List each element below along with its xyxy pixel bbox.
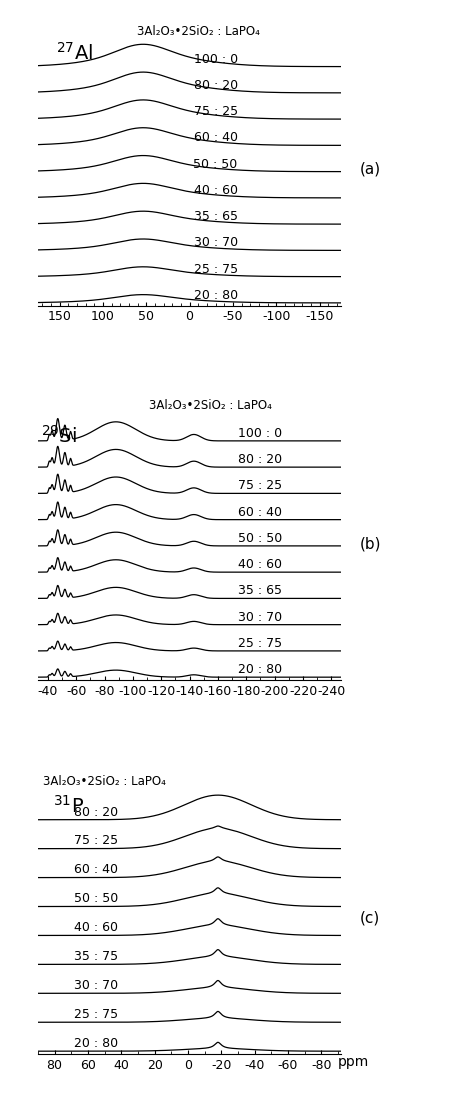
- Text: $^{31}$P: $^{31}$P: [53, 795, 84, 817]
- Text: $^{27}$Al: $^{27}$Al: [56, 42, 93, 64]
- Text: 60 : 40: 60 : 40: [74, 863, 118, 876]
- Text: 3Al₂O₃•2SiO₂ : LaPO₄: 3Al₂O₃•2SiO₂ : LaPO₄: [43, 775, 166, 788]
- Text: 75 : 25: 75 : 25: [238, 480, 283, 492]
- Text: 80 : 20: 80 : 20: [193, 79, 237, 92]
- Text: 75 : 25: 75 : 25: [193, 105, 237, 119]
- Text: 100 : 0: 100 : 0: [193, 53, 237, 66]
- Text: 80 : 20: 80 : 20: [74, 806, 118, 819]
- Text: 20 : 80: 20 : 80: [238, 663, 283, 676]
- Text: 25 : 75: 25 : 75: [193, 262, 237, 276]
- Text: 40 : 60: 40 : 60: [193, 183, 237, 197]
- Text: 3Al₂O₃•2SiO₂ : LaPO₄: 3Al₂O₃•2SiO₂ : LaPO₄: [137, 25, 260, 37]
- Text: 35 : 65: 35 : 65: [238, 584, 283, 597]
- Text: ppm: ppm: [338, 1055, 369, 1068]
- Text: 50 : 50: 50 : 50: [74, 893, 118, 906]
- Text: 40 : 60: 40 : 60: [238, 558, 283, 571]
- Text: 60 : 40: 60 : 40: [238, 505, 283, 518]
- Text: 30 : 70: 30 : 70: [193, 236, 237, 249]
- Text: 20 : 80: 20 : 80: [74, 1037, 118, 1050]
- Text: 25 : 75: 25 : 75: [238, 637, 283, 650]
- Text: 3Al₂O₃•2SiO₂ : LaPO₄: 3Al₂O₃•2SiO₂ : LaPO₄: [149, 399, 272, 412]
- Text: 40 : 60: 40 : 60: [74, 921, 118, 934]
- Text: 80 : 20: 80 : 20: [238, 453, 283, 466]
- Text: (a): (a): [359, 161, 381, 177]
- Text: 50 : 50: 50 : 50: [238, 531, 283, 545]
- Text: $^{29}$Si: $^{29}$Si: [41, 425, 77, 447]
- Text: (b): (b): [359, 536, 381, 551]
- Text: 100 : 0: 100 : 0: [238, 427, 283, 440]
- Text: 30 : 70: 30 : 70: [74, 979, 118, 993]
- Text: 20 : 80: 20 : 80: [193, 289, 237, 302]
- Text: (c): (c): [359, 910, 380, 926]
- Text: 30 : 70: 30 : 70: [238, 610, 283, 624]
- Text: 60 : 40: 60 : 40: [193, 132, 237, 144]
- Text: 25 : 75: 25 : 75: [74, 1008, 118, 1021]
- Text: 75 : 25: 75 : 25: [74, 834, 118, 848]
- Text: 35 : 65: 35 : 65: [193, 210, 237, 223]
- Text: 50 : 50: 50 : 50: [193, 157, 238, 170]
- Text: 35 : 75: 35 : 75: [74, 950, 118, 963]
